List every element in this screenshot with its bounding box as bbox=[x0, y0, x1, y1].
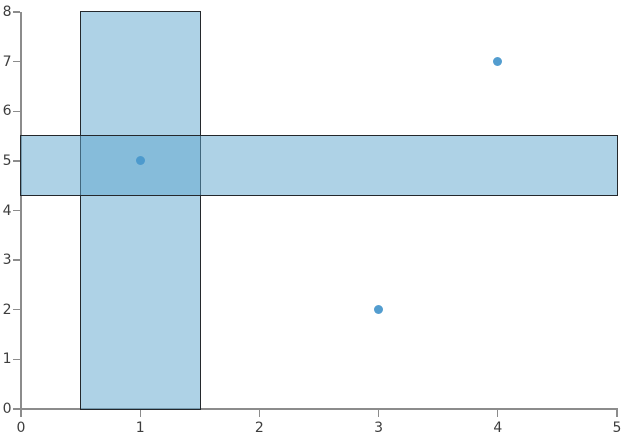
x-tick-mark bbox=[377, 410, 380, 417]
y-tick-label: 4 bbox=[2, 202, 12, 219]
x-tick-label: 0 bbox=[16, 420, 26, 436]
y-tick-label: 6 bbox=[2, 103, 12, 120]
x-tick-label: 3 bbox=[374, 420, 384, 436]
scatter-point bbox=[493, 57, 503, 67]
x-tick-label: 2 bbox=[254, 420, 264, 436]
x-tick-mark bbox=[258, 410, 261, 417]
x-tick-mark bbox=[497, 410, 499, 417]
x-tick-mark bbox=[20, 410, 22, 417]
y-tick-label: 1 bbox=[2, 351, 12, 368]
y-tick-label: 5 bbox=[2, 152, 12, 169]
x-tick-label: 4 bbox=[493, 420, 503, 436]
x-tick-mark bbox=[616, 410, 618, 417]
x-axis-line bbox=[20, 408, 618, 410]
y-tick-label: 3 bbox=[2, 252, 12, 269]
y-tick-mark bbox=[13, 209, 20, 212]
horizontal-band-box-annotation bbox=[20, 135, 618, 197]
vertical-band-box-annotation bbox=[79, 11, 201, 410]
y-tick-mark bbox=[13, 358, 20, 361]
x-tick-label: 5 bbox=[612, 420, 622, 436]
y-tick-mark bbox=[13, 160, 20, 162]
scatter-point bbox=[135, 156, 145, 166]
y-tick-label: 8 bbox=[2, 4, 12, 20]
y-tick-mark bbox=[13, 259, 20, 261]
y-tick-mark bbox=[13, 11, 20, 13]
y-tick-label: 2 bbox=[2, 301, 12, 318]
y-tick-mark bbox=[13, 110, 20, 112]
y-tick-mark bbox=[13, 309, 20, 311]
y-tick-mark bbox=[13, 408, 20, 410]
y-tick-label: 7 bbox=[2, 53, 12, 70]
scatter-point bbox=[374, 305, 384, 315]
y-tick-mark bbox=[13, 60, 20, 63]
y-axis-line bbox=[20, 12, 22, 410]
x-tick-label: 1 bbox=[135, 420, 145, 436]
y-tick-label: 0 bbox=[2, 401, 12, 417]
x-tick-mark bbox=[139, 410, 141, 417]
